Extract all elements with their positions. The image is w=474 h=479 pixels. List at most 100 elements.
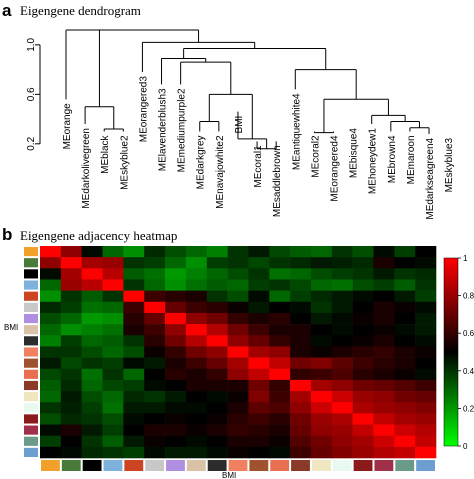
heatmap-cell <box>415 379 437 392</box>
heatmap-cell <box>248 446 270 459</box>
heatmap-cell <box>310 435 333 448</box>
heatmap-cell <box>60 301 82 314</box>
leaf-label: MEdarkseagreen4 <box>425 137 436 219</box>
heatmap-cell <box>206 301 228 314</box>
heatmap-cell <box>248 268 270 280</box>
panel-a-title: Eigengene dendrogram <box>20 3 141 18</box>
leaf-label: MEcoral1 <box>253 145 264 188</box>
heatmap-cell <box>415 357 437 370</box>
row-color-bar <box>24 247 38 457</box>
heatmap-cell <box>227 346 249 358</box>
heatmap-cell <box>144 312 166 325</box>
heatmap-cell <box>227 335 249 347</box>
heatmap-cell <box>248 346 270 358</box>
heatmap-cell <box>144 279 166 291</box>
heatmap-cell <box>352 379 374 392</box>
heatmap-cell <box>310 413 333 425</box>
heatmap-cell <box>331 335 353 347</box>
heatmap-cell <box>144 301 166 314</box>
colorbar-tick-label: 0.4 <box>463 367 474 376</box>
col-color-swatch <box>207 460 227 471</box>
col-color-swatch <box>186 460 206 471</box>
heatmap-cell <box>248 391 270 403</box>
heatmap-cell <box>373 391 395 403</box>
heatmap-cell <box>40 335 62 347</box>
heatmap-cell <box>144 357 166 370</box>
heatmap-cell <box>415 435 437 448</box>
heatmap-cell <box>123 368 145 381</box>
heatmap-cell <box>102 312 124 325</box>
heatmap-cell <box>165 424 187 436</box>
heatmap-cell <box>269 312 291 325</box>
heatmap-cell <box>248 435 270 448</box>
heatmap-cell <box>60 346 82 358</box>
heatmap-cell <box>40 368 62 381</box>
heatmap-cell <box>185 312 208 325</box>
heatmap-cell <box>81 435 103 448</box>
heatmap-cell <box>269 268 291 280</box>
colorbar-tick-label: 0 <box>463 442 468 451</box>
leaf-label: MEbrown4 <box>387 135 398 183</box>
heatmap-cell <box>248 335 270 347</box>
row-color-swatch <box>24 325 38 335</box>
heatmap-cell <box>269 335 291 347</box>
leaf-label: MEorangered4 <box>329 135 340 202</box>
heatmap-cell <box>123 312 145 325</box>
row-color-swatch <box>24 436 38 446</box>
heatmap-cell <box>123 257 145 269</box>
heatmap-cell <box>185 335 208 347</box>
heatmap-cell <box>310 268 333 280</box>
y-tick-label: 1.0 <box>26 37 37 51</box>
heatmap-cell <box>144 346 166 358</box>
heatmap-cell <box>227 246 249 258</box>
leaf-label: MElavenderblush3 <box>158 88 169 171</box>
heatmap-cell <box>60 446 82 459</box>
heatmap-cell <box>331 246 353 258</box>
heatmap-cell <box>373 290 395 303</box>
heatmap-cell <box>248 357 270 370</box>
heatmap-cell <box>165 379 187 392</box>
heatmap-cell <box>394 391 416 403</box>
heatmap-cell <box>394 402 416 414</box>
leaf-label: MEdarkolivegreen <box>81 128 92 209</box>
heatmap-cell <box>248 290 270 303</box>
heatmap-cell <box>40 446 62 459</box>
heatmap-cell <box>290 391 312 403</box>
heatmap-cell <box>40 301 62 314</box>
heatmap-cell <box>269 290 291 303</box>
heatmap-cell <box>310 290 333 303</box>
heatmap-cell <box>352 279 374 291</box>
heatmap-cell <box>269 435 291 448</box>
heatmap-cell <box>373 335 395 347</box>
heatmap-cell <box>81 413 103 425</box>
leaf-label: MEbisque4 <box>349 128 360 178</box>
heatmap-cell <box>415 391 437 403</box>
leaf-label: MEcoral2 <box>310 135 321 178</box>
heatmap-cell <box>81 357 103 370</box>
col-color-swatch <box>353 460 373 471</box>
heatmap-cell <box>60 413 82 425</box>
heatmap-cell <box>81 368 103 381</box>
heatmap-cell <box>40 324 62 336</box>
heatmap-cell <box>144 435 166 448</box>
heatmap-cell <box>206 257 228 269</box>
heatmap-cell <box>310 368 333 381</box>
heatmap-cell <box>394 279 416 291</box>
heatmap-cell <box>206 368 228 381</box>
heatmap-cell <box>185 379 208 392</box>
heatmap-cell <box>144 335 166 347</box>
heatmap-cell <box>290 301 312 314</box>
heatmap-cell <box>81 279 103 291</box>
heatmap-cell <box>352 402 374 414</box>
heatmap-cell <box>123 413 145 425</box>
heatmap-cell <box>373 368 395 381</box>
heatmap-cell <box>310 346 333 358</box>
heatmap-cell <box>227 446 249 459</box>
heatmap-cell <box>60 357 82 370</box>
heatmap-cell <box>227 413 249 425</box>
heatmap-cell <box>352 335 374 347</box>
heatmap-cell <box>373 357 395 370</box>
row-color-swatch <box>24 302 38 312</box>
heatmap-cell <box>60 257 82 269</box>
heatmap-cell <box>331 290 353 303</box>
